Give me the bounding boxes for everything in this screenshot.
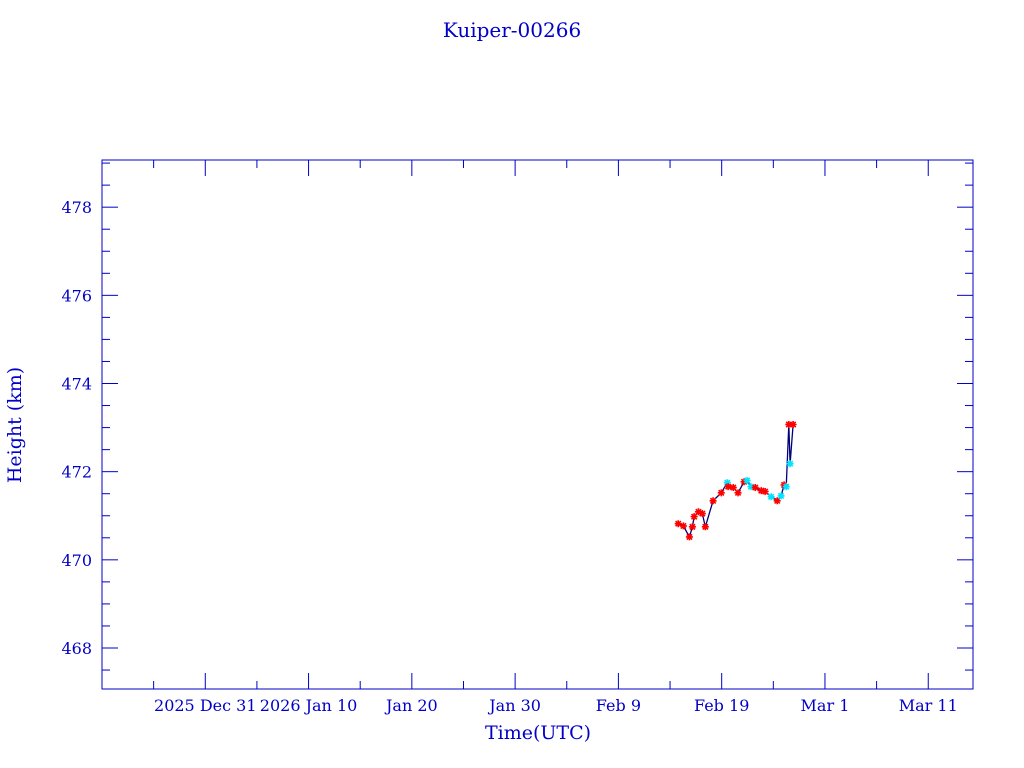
data-point [786,460,794,468]
data-point [773,497,781,505]
data-point [747,483,755,491]
x-tick-label: Mar 11 [899,696,958,715]
data-point [767,493,775,501]
data-point [751,484,759,492]
x-tick-label: Jan 20 [384,696,438,715]
x-tick-label: Jan 30 [487,696,541,715]
data-point [777,492,785,500]
data-point [685,533,693,541]
data-series [674,421,797,541]
y-tick-label: 476 [61,286,92,305]
chart-title: Kuiper-00266 [443,18,581,42]
data-point [701,523,709,531]
data-point [709,497,717,505]
y-tick-label: 474 [61,375,92,394]
data-point [761,488,769,496]
data-point [734,489,742,497]
data-point [723,479,731,487]
data-point [789,421,797,428]
data-point [743,476,751,484]
x-axis-label: Time(UTC) [485,722,591,744]
data-point [757,487,765,495]
y-axis: 468 470 472 474 476 478 [61,162,973,671]
data-point [674,520,682,528]
data-point [679,522,687,530]
data-point [690,513,698,521]
y-tick-label: 478 [61,198,92,217]
data-point [785,421,793,428]
x-tick-label: 2025 Dec 31 [154,696,257,715]
x-tick-label: 2026 Jan 10 [260,696,358,715]
y-axis-label: Height (km) [4,367,26,483]
y-tick-label: 468 [61,639,92,658]
x-tick-label: Feb 9 [596,696,641,715]
data-point [740,478,748,486]
data-point [724,483,732,491]
x-tick-label: Feb 19 [694,696,749,715]
x-axis: 2025 Dec 31 2026 Jan 10 Jan 20 Jan 30 Feb 9 F… [101,160,958,715]
data-point [688,523,696,531]
data-point [698,510,706,518]
data-point [694,508,702,516]
data-point [782,483,790,491]
x-tick-label: Mar 1 [801,696,850,715]
y-tick-label: 472 [61,463,92,482]
y-tick-label: 470 [61,551,92,570]
series-line [677,424,794,539]
plot-frame [101,159,974,690]
data-point [717,489,725,497]
data-point [729,484,737,492]
